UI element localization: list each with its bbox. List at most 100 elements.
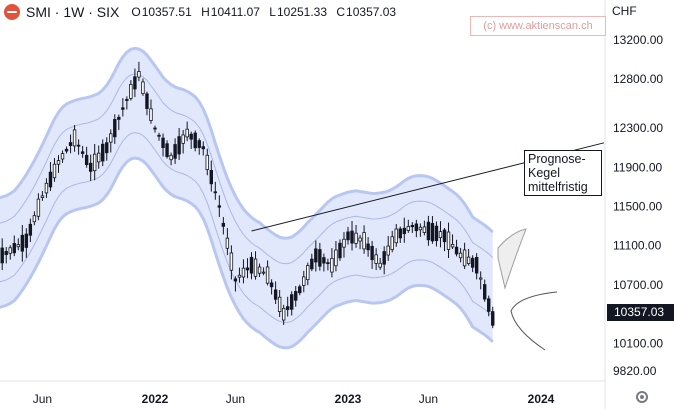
- candle-body: [161, 137, 165, 148]
- ohlc-values: O10357.51 H10411.07 L10251.33 C10357.03: [131, 5, 402, 19]
- candle-body: [386, 245, 390, 256]
- y-tick-label: 12300.00: [613, 121, 663, 135]
- candle-body: [366, 243, 370, 251]
- candle-body: [470, 257, 475, 268]
- candle-body: [76, 144, 81, 147]
- y-tick-label: 11900.00: [613, 160, 662, 174]
- candle-body: [261, 271, 266, 274]
- symbol-label[interactable]: SMI · 1W · SIX: [26, 4, 120, 20]
- band-upper-inner: [0, 73, 494, 265]
- candle-body: [92, 153, 97, 172]
- candle-body: [338, 242, 342, 259]
- high-value: 10411.07: [210, 5, 260, 19]
- candle-body: [458, 252, 463, 259]
- candle-body: [101, 143, 105, 162]
- candle-body: [153, 127, 157, 130]
- candle-body: [149, 108, 153, 121]
- last-price-badge: 10357.03: [607, 304, 674, 321]
- candle-body: [133, 76, 137, 90]
- candle-body: [474, 257, 479, 274]
- candle-body: [64, 148, 69, 152]
- candle-body: [32, 215, 37, 223]
- y-tick-label: 11100.00: [613, 239, 662, 253]
- candle-body: [157, 134, 161, 137]
- candle-body: [8, 247, 12, 254]
- candle-body: [350, 230, 354, 244]
- candle-body: [221, 222, 226, 227]
- candle-body: [217, 205, 222, 208]
- x-tick-label: 2024: [528, 392, 555, 406]
- candle-body: [358, 237, 362, 242]
- candle-body: [446, 231, 451, 250]
- candle-body: [137, 71, 141, 78]
- candle-body: [314, 248, 318, 263]
- candle-body: [213, 191, 218, 194]
- candle-body: [426, 221, 431, 241]
- candle-body: [450, 244, 455, 248]
- candle-body: [322, 257, 326, 264]
- x-tick-label: Jun: [419, 392, 438, 406]
- candle-body: [145, 93, 149, 109]
- candle-body: [281, 307, 286, 321]
- candle-body: [109, 133, 113, 143]
- candle-body: [201, 146, 205, 150]
- candle-body: [362, 232, 366, 250]
- candle-body: [80, 151, 85, 154]
- candle-body: [173, 144, 177, 159]
- candle-body: [410, 225, 415, 228]
- candle-body: [330, 258, 334, 273]
- candle-body: [60, 153, 65, 160]
- forecast-label-line: Kegel: [528, 166, 560, 180]
- candle-body: [97, 152, 101, 163]
- candle-body: [237, 274, 242, 278]
- candle-body: [294, 291, 298, 301]
- candle-body: [438, 231, 443, 239]
- candle-body: [52, 163, 57, 179]
- candle-body: [197, 140, 201, 148]
- candle-body: [24, 233, 29, 248]
- y-tick-label: 12800.00: [613, 72, 663, 86]
- candle-body: [44, 182, 49, 194]
- candle-body: [483, 284, 487, 300]
- candle-body: [487, 298, 491, 312]
- candle-body: [422, 226, 427, 233]
- low-label: L: [269, 5, 276, 19]
- candle-body: [125, 99, 129, 101]
- gear-icon[interactable]: [636, 391, 648, 403]
- close-value: 10357.03: [346, 5, 397, 19]
- forecast-annotation: Prognose- Kegel mittelfristig: [524, 150, 602, 196]
- candle-body: [121, 107, 125, 110]
- candle-body: [466, 256, 471, 264]
- high-label: H: [201, 5, 210, 19]
- candle-body: [334, 249, 338, 267]
- candle-body: [141, 81, 145, 94]
- x-tick-label: Jun: [33, 392, 52, 406]
- candle-body: [298, 286, 302, 294]
- forecast-label-line: Prognose-: [528, 152, 586, 166]
- candle-body: [16, 244, 20, 248]
- candle-body: [48, 171, 53, 188]
- candle-body: [0, 247, 4, 264]
- candle-body: [430, 223, 435, 242]
- candle-body: [370, 245, 374, 261]
- currency-label[interactable]: CHF: [612, 4, 637, 18]
- candle-body: [382, 251, 386, 265]
- candle-body: [434, 225, 439, 242]
- candle-body: [354, 232, 358, 244]
- forecast-cone-short: [497, 228, 527, 290]
- forecast-label-line: mittelfristig: [528, 180, 588, 194]
- candle-body: [72, 129, 77, 147]
- candle-body: [374, 254, 378, 264]
- candle-body: [40, 195, 45, 198]
- x-tick-label: Jun: [226, 392, 245, 406]
- chart-header: SMI · 1W · SIX O10357.51 H10411.07 L1025…: [0, 3, 402, 21]
- candle-body: [84, 154, 89, 166]
- low-value: 10251.33: [276, 5, 328, 19]
- candle-body: [342, 238, 346, 248]
- candle-body: [265, 266, 270, 284]
- candle-body: [117, 116, 121, 120]
- candle-body: [193, 132, 197, 149]
- open-label: O: [131, 5, 141, 19]
- candle-body: [233, 278, 238, 282]
